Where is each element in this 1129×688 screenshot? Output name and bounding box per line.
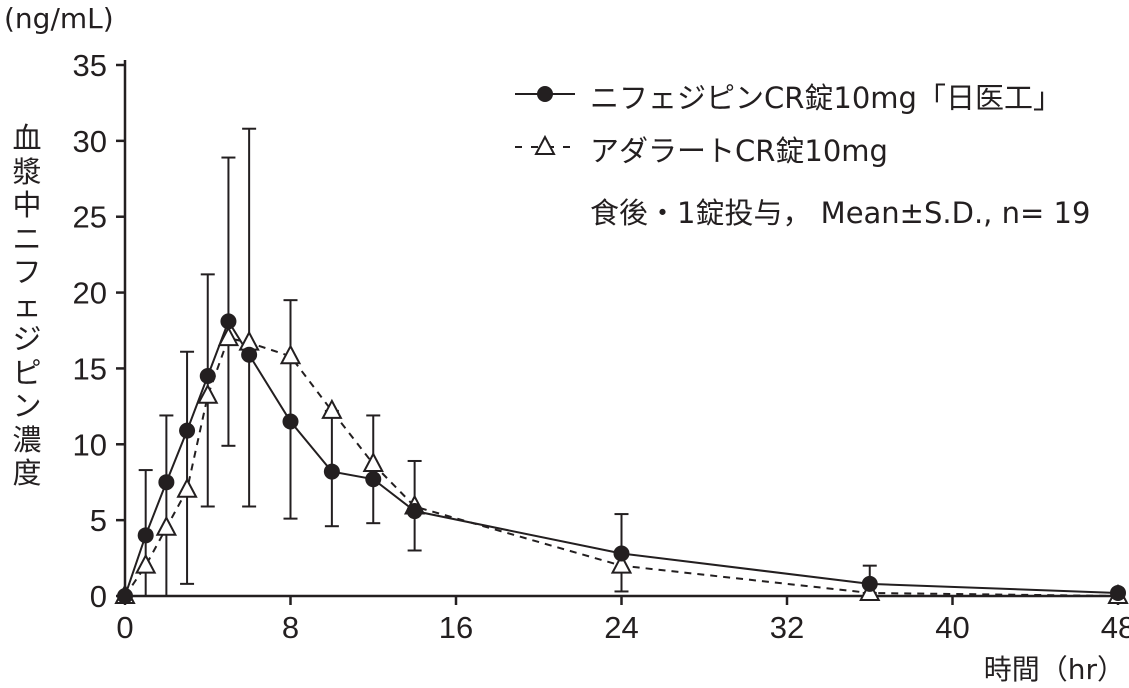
chart-annotation: 食後・1錠投与， Mean±S.D., n= 19 <box>590 196 1091 230</box>
y-axis-label: 血漿中ニフェジピン濃度 <box>12 121 42 490</box>
series-1-point <box>199 368 216 385</box>
series-1-point <box>323 463 340 480</box>
x-tick-label: 8 <box>282 610 299 645</box>
x-tick-label: 0 <box>116 610 133 645</box>
y-tick-label: 5 <box>90 503 107 538</box>
legend-marker-series-2 <box>534 134 556 155</box>
series-1-point <box>613 545 630 562</box>
series-1-point <box>365 471 382 488</box>
x-tick-label: 16 <box>439 610 473 645</box>
y-tick-label: 20 <box>73 276 107 311</box>
y-tick-label: 25 <box>73 200 107 235</box>
legend-marker-series-1 <box>537 86 553 102</box>
series-2-point <box>217 325 240 347</box>
y-tick-label: 15 <box>73 351 107 386</box>
x-tick-label: 40 <box>935 610 969 645</box>
x-tick-label: 24 <box>604 610 638 645</box>
series-1-point <box>1110 584 1126 601</box>
legend-label-series-1: ニフェジピンCR錠10mg「日医工」 <box>590 81 1062 115</box>
series-2-point <box>135 553 157 574</box>
series-1-point <box>861 575 878 592</box>
series-1-point <box>158 474 175 491</box>
x-tick-label: 32 <box>770 610 804 645</box>
series-1-point <box>117 588 133 604</box>
series-1-point <box>137 527 154 544</box>
series-2-point <box>321 398 343 419</box>
series-1-point <box>241 346 258 363</box>
series-1-point <box>406 503 423 520</box>
series-2-point <box>279 344 302 365</box>
legend-label-series-2: アダラートCR錠10mg <box>590 134 888 168</box>
y-unit-label: (ng/mL) <box>4 2 114 35</box>
series-2-point <box>176 477 198 498</box>
series-line-2 <box>124 336 1119 597</box>
y-tick-label: 0 <box>90 579 107 614</box>
series-1-point <box>179 422 196 439</box>
y-tick-label: 30 <box>73 124 107 159</box>
y-tick-label: 10 <box>73 427 107 462</box>
series-2-point <box>155 515 178 536</box>
series-2-point <box>362 451 384 473</box>
series-1-point <box>220 313 237 330</box>
series-2-point <box>610 553 633 574</box>
series-1-point <box>282 413 299 430</box>
series-2-point <box>197 383 219 404</box>
series-line-1 <box>124 319 1119 597</box>
x-tick-label: 48 <box>1101 610 1129 645</box>
x-axis-label: 時間（hr） <box>983 653 1125 686</box>
y-tick-label: 35 <box>73 48 107 83</box>
